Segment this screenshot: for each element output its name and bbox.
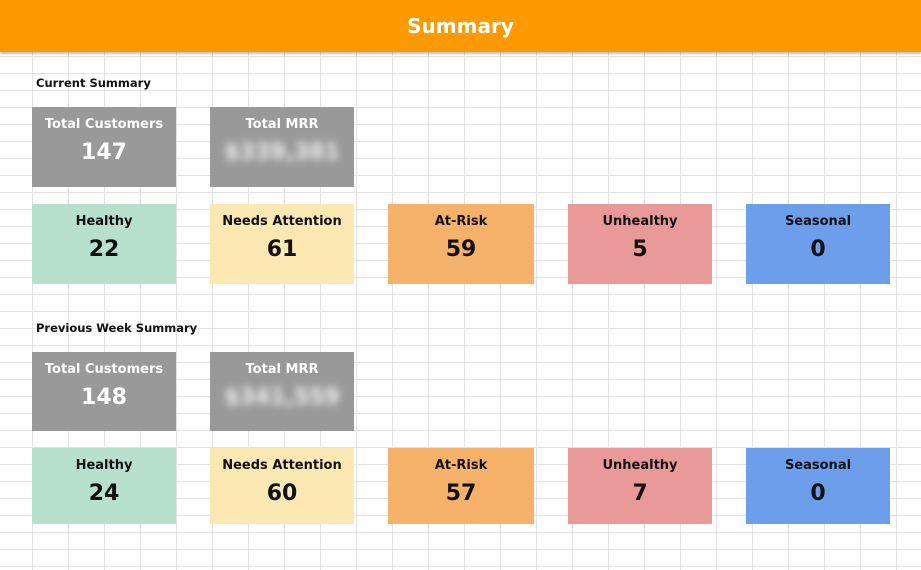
current-total-mrr-value: $339,381 [224, 140, 340, 165]
previous-unhealthy-card[interactable]: Unhealthy 7 [568, 448, 712, 524]
previous-seasonal-value: 0 [810, 481, 826, 506]
current-seasonal-value: 0 [810, 237, 826, 262]
current-total-mrr-card[interactable]: Total MRR $339,381 [210, 107, 354, 187]
current-healthy-card[interactable]: Healthy 22 [32, 204, 176, 284]
previous-healthy-card[interactable]: Healthy 24 [32, 448, 176, 524]
summary-header: Summary [0, 0, 921, 52]
previous-total-customers-card[interactable]: Total Customers 148 [32, 352, 176, 431]
current-unhealthy-value: 5 [632, 237, 648, 262]
current-needs-attention-value: 61 [266, 237, 298, 262]
previous-total-mrr-card[interactable]: Total MRR $341,559 [210, 352, 354, 431]
previous-needs-attention-card[interactable]: Needs Attention 60 [210, 448, 354, 524]
current-total-customers-card[interactable]: Total Customers 147 [32, 107, 176, 187]
previous-at-risk-title: At-Risk [434, 458, 488, 473]
current-at-risk-card[interactable]: At-Risk 59 [388, 204, 534, 284]
current-needs-attention-title: Needs Attention [222, 214, 342, 229]
previous-total-customers-value: 148 [81, 385, 127, 410]
previous-total-mrr-title: Total MRR [245, 362, 319, 377]
previous-seasonal-card[interactable]: Seasonal 0 [746, 448, 890, 524]
current-unhealthy-card[interactable]: Unhealthy 5 [568, 204, 712, 284]
previous-total-customers-title: Total Customers [44, 362, 164, 377]
current-at-risk-value: 59 [445, 237, 477, 262]
previous-total-mrr-value: $341,559 [224, 385, 340, 410]
previous-week-summary-label: Previous Week Summary [36, 321, 198, 335]
current-healthy-value: 22 [88, 237, 120, 262]
previous-needs-attention-value: 60 [266, 481, 298, 506]
current-seasonal-card[interactable]: Seasonal 0 [746, 204, 890, 284]
current-seasonal-title: Seasonal [784, 214, 852, 229]
current-needs-attention-card[interactable]: Needs Attention 61 [210, 204, 354, 284]
current-unhealthy-title: Unhealthy [602, 214, 678, 229]
current-at-risk-title: At-Risk [434, 214, 488, 229]
previous-seasonal-title: Seasonal [784, 458, 852, 473]
current-healthy-title: Healthy [75, 214, 133, 229]
previous-at-risk-value: 57 [445, 481, 477, 506]
current-total-customers-value: 147 [81, 140, 127, 165]
previous-unhealthy-title: Unhealthy [602, 458, 678, 473]
current-total-customers-title: Total Customers [44, 117, 164, 132]
current-total-mrr-title: Total MRR [245, 117, 319, 132]
previous-needs-attention-title: Needs Attention [222, 458, 342, 473]
current-summary-label: Current Summary [36, 76, 151, 90]
previous-unhealthy-value: 7 [632, 481, 648, 506]
previous-healthy-title: Healthy [75, 458, 133, 473]
page-title: Summary [407, 14, 514, 38]
previous-at-risk-card[interactable]: At-Risk 57 [388, 448, 534, 524]
previous-healthy-value: 24 [88, 481, 120, 506]
